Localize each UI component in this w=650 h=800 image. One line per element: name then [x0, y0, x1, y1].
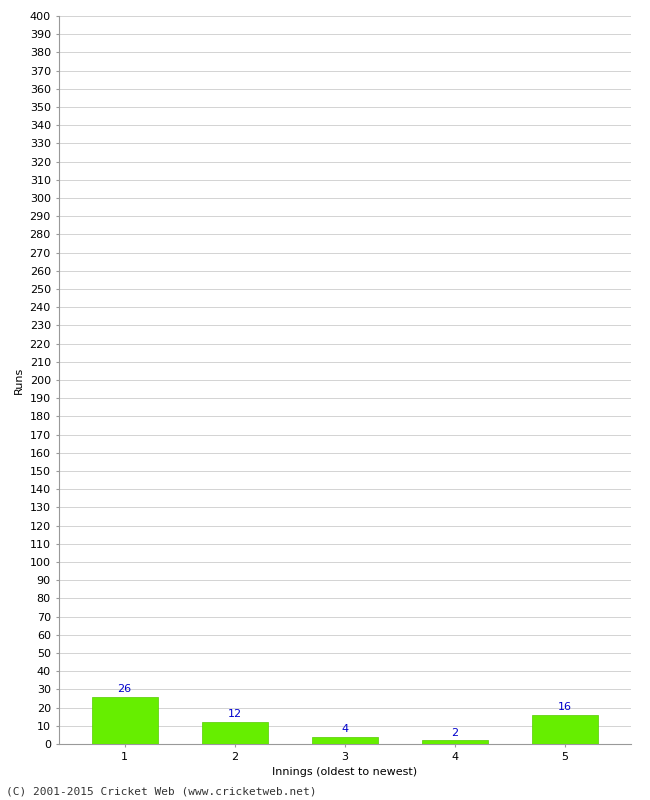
- Text: 26: 26: [118, 684, 131, 694]
- Text: (C) 2001-2015 Cricket Web (www.cricketweb.net): (C) 2001-2015 Cricket Web (www.cricketwe…: [6, 786, 317, 796]
- Bar: [532, 715, 597, 744]
- Text: 2: 2: [451, 728, 458, 738]
- Bar: [92, 697, 157, 744]
- Y-axis label: Runs: Runs: [14, 366, 24, 394]
- Text: 4: 4: [341, 724, 348, 734]
- Bar: [202, 722, 268, 744]
- Bar: [421, 740, 488, 744]
- X-axis label: Innings (oldest to newest): Innings (oldest to newest): [272, 767, 417, 777]
- Text: 12: 12: [227, 710, 242, 719]
- Text: 16: 16: [558, 702, 571, 712]
- Bar: [311, 737, 378, 744]
